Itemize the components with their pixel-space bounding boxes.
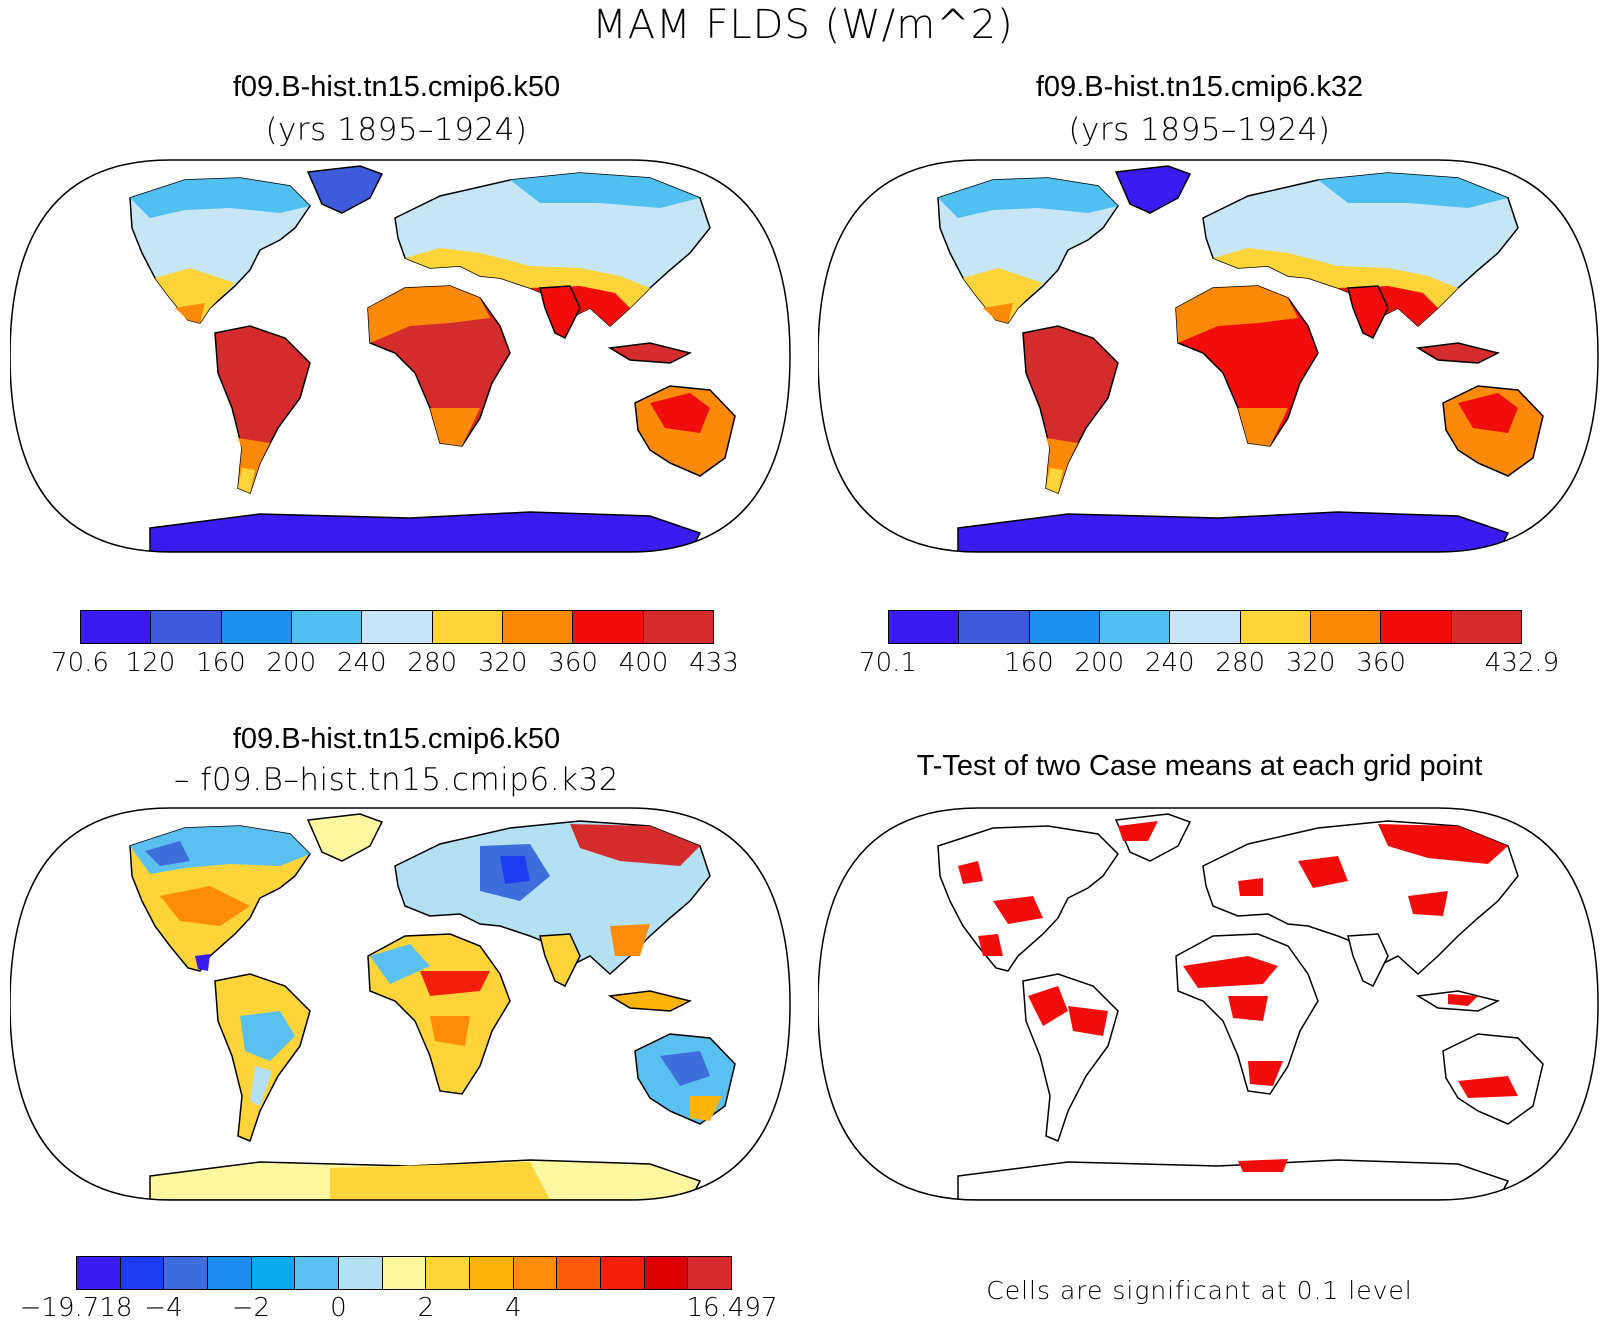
significant-cell bbox=[1238, 878, 1263, 896]
colorbar-tick-label: 70.1 bbox=[859, 648, 917, 678]
significant-cell bbox=[1298, 856, 1348, 888]
significant-cell bbox=[1068, 1006, 1108, 1036]
colorbar-swatch bbox=[557, 1257, 602, 1289]
colorbar-swatch bbox=[513, 1257, 558, 1289]
colorbar-swatch bbox=[221, 611, 292, 643]
colorbar-tick-label: 200 bbox=[1074, 648, 1125, 678]
colorbar-swatch bbox=[1240, 611, 1311, 643]
colorbar-difference bbox=[76, 1256, 732, 1290]
colorbar-tick-label: 320 bbox=[1285, 648, 1336, 678]
panel-title-top-left: f09.B-hist.tn15.cmip6.k50 bbox=[232, 71, 561, 103]
significant-cell bbox=[993, 896, 1043, 924]
landmass-se-asia bbox=[609, 342, 691, 364]
colorbar-swatch bbox=[1310, 611, 1382, 643]
colorbar-tick-label: −19.718 bbox=[19, 1293, 133, 1323]
colorbar-tick-label: 320 bbox=[477, 648, 528, 678]
significant-cell bbox=[1228, 996, 1268, 1021]
colorbar-tick-label: 280 bbox=[407, 648, 458, 678]
colorbar-tick-label: −2 bbox=[231, 1293, 271, 1323]
colorbar-tick-label: 400 bbox=[618, 648, 669, 678]
colorbar-swatch bbox=[889, 611, 960, 643]
map-border bbox=[10, 807, 791, 1201]
landmass-greenland bbox=[307, 165, 383, 214]
panel-subtitle-top-right: (yrs 1895–1924) bbox=[1068, 112, 1331, 148]
colorbar-swatch bbox=[362, 611, 433, 643]
landmass-india bbox=[539, 285, 581, 339]
colorbar-swatch bbox=[1170, 611, 1241, 643]
landmass-south-america bbox=[214, 325, 311, 494]
colorbar-tick-label: 433 bbox=[689, 648, 739, 678]
significant-cell bbox=[1458, 1076, 1518, 1098]
colorbar-swatch bbox=[601, 1257, 645, 1289]
significant-cell bbox=[1408, 891, 1448, 916]
colorbar-swatch bbox=[120, 1257, 165, 1289]
colorbar-swatch bbox=[470, 1257, 514, 1289]
colorbar-tick-label: 280 bbox=[1215, 648, 1266, 678]
colorbar-swatch bbox=[295, 1257, 340, 1289]
colorbar-swatch bbox=[251, 1257, 296, 1289]
map-border bbox=[10, 159, 791, 553]
colorbar-swatch bbox=[502, 611, 574, 643]
colorbar-swatch bbox=[164, 1257, 209, 1289]
colorbar-tick-label: 432.9 bbox=[1484, 648, 1560, 678]
significant-cell bbox=[1183, 956, 1278, 988]
map-border bbox=[818, 807, 1599, 1201]
colorbar-swatch bbox=[959, 611, 1030, 643]
colorbar-swatch bbox=[81, 611, 152, 643]
colorbar-swatch bbox=[339, 1257, 383, 1289]
colorbar-swatch bbox=[573, 611, 644, 643]
colorbar-tick-label: 160 bbox=[196, 648, 246, 678]
colorbar-tick-label: 16.497 bbox=[686, 1293, 778, 1323]
colorbar-swatch bbox=[1029, 611, 1100, 643]
colorbar-tick-label: 0 bbox=[330, 1293, 347, 1323]
colorbar-swatch bbox=[426, 1257, 471, 1289]
colorbar-swatch bbox=[644, 1257, 689, 1289]
colorbar-swatch bbox=[1099, 611, 1171, 643]
colorbar-swatch bbox=[151, 611, 222, 643]
colorbar-tick-label: 160 bbox=[1004, 648, 1054, 678]
panel-subtitle-top-left: (yrs 1895–1924) bbox=[265, 112, 528, 148]
colorbar-swatch bbox=[291, 611, 363, 643]
colorbar-tick-label: 360 bbox=[1356, 648, 1406, 678]
colorbar-swatch bbox=[208, 1257, 252, 1289]
colorbar-tick-label: 240 bbox=[336, 648, 387, 678]
colorbar-swatch bbox=[432, 611, 503, 643]
significant-cell bbox=[1028, 986, 1068, 1026]
colorbar-swatch bbox=[688, 1257, 732, 1289]
significance-note: Cells are significant at 0.1 level bbox=[986, 1276, 1413, 1305]
panel-title-bottom-left: f09.B-hist.tn15.cmip6.k50 bbox=[232, 723, 561, 755]
panel-title-bottom-right: T-Test of two Case means at each grid po… bbox=[916, 750, 1483, 782]
colorbar-swatch bbox=[1451, 611, 1521, 643]
colorbar-k32 bbox=[888, 610, 1522, 644]
colorbar-tick-label: 2 bbox=[417, 1293, 435, 1323]
panel-subtitle-bottom-left: – f09.B–hist.tn15.cmip6.k32 bbox=[174, 762, 619, 798]
significant-cell bbox=[1118, 821, 1158, 841]
colorbar-tick-label: 70.6 bbox=[51, 648, 109, 678]
map-k50-climatology bbox=[10, 159, 791, 553]
significant-cell bbox=[958, 861, 983, 884]
map-k32-climatology bbox=[818, 159, 1599, 553]
significant-cell bbox=[1238, 1159, 1288, 1172]
significant-cell bbox=[1378, 824, 1508, 864]
significant-cell bbox=[1248, 1061, 1283, 1086]
colorbar-swatch bbox=[1381, 611, 1452, 643]
colorbar-k50 bbox=[80, 610, 714, 644]
map-border bbox=[818, 159, 1599, 553]
landmass-antarctica bbox=[149, 511, 701, 552]
colorbar-tick-label: 4 bbox=[505, 1293, 522, 1323]
figure-title: MAM FLDS (W/m^2) bbox=[592, 2, 1014, 48]
colorbar-tick-label: 240 bbox=[1144, 648, 1195, 678]
colorbar-tick-label: −4 bbox=[144, 1293, 183, 1323]
colorbar-swatch bbox=[643, 611, 713, 643]
colorbar-swatch bbox=[382, 1257, 427, 1289]
significant-cell bbox=[978, 934, 1003, 956]
colorbar-tick-label: 120 bbox=[125, 648, 176, 678]
map-difference bbox=[10, 807, 791, 1201]
map-ttest-significance bbox=[818, 807, 1599, 1201]
colorbar-tick-label: 360 bbox=[548, 648, 598, 678]
panel-title-top-right: f09.B-hist.tn15.cmip6.k32 bbox=[1035, 71, 1364, 103]
colorbar-swatch bbox=[77, 1257, 121, 1289]
colorbar-tick-label: 200 bbox=[266, 648, 317, 678]
significant-cell bbox=[1448, 994, 1478, 1006]
